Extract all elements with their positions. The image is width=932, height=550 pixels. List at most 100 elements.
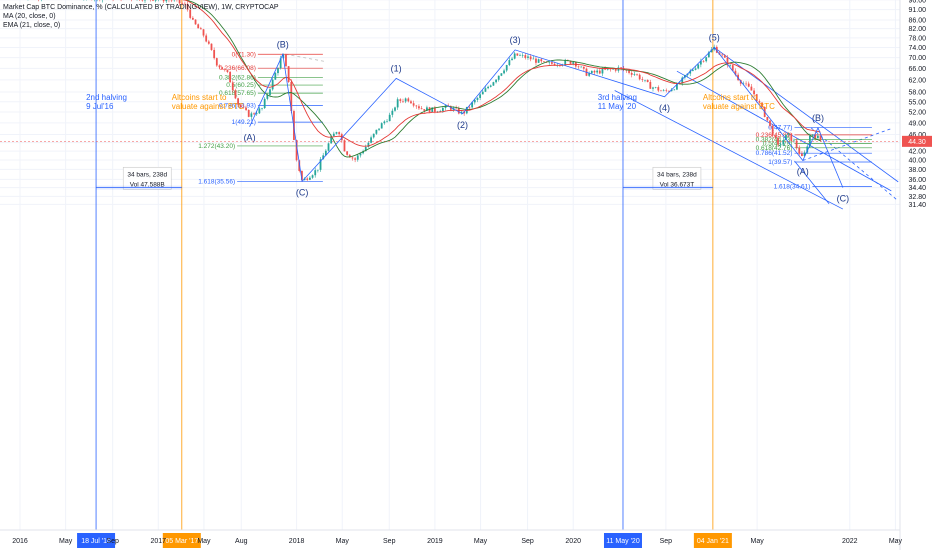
candle-body — [178, 0, 181, 4]
fib-label: 0.786(53.93) — [219, 102, 256, 109]
candle-body — [441, 107, 444, 112]
price-axis[interactable]: 104.0096.0091.0086.0082.0078.0074.0070.0… — [905, 0, 927, 209]
y-tick-label: 32.80 — [908, 194, 926, 201]
candle-body — [747, 83, 750, 87]
candle-body — [777, 137, 779, 145]
x-tick-label: May — [751, 538, 765, 545]
candle-body — [258, 108, 261, 114]
candle-body — [402, 100, 404, 102]
candle-body — [237, 98, 239, 105]
annotation-text: 11 May '20 — [598, 102, 637, 111]
candle-body — [399, 99, 402, 101]
candle-body — [609, 68, 612, 70]
legend-title[interactable]: Market Cap BTC Dominance, % (CALCULATED … — [3, 4, 279, 11]
candle-body — [213, 49, 216, 59]
candle-body — [508, 60, 511, 66]
x-tick-label: May — [59, 538, 73, 545]
candle-body — [638, 74, 641, 80]
wave-label: (4) — [659, 103, 670, 113]
trend-line — [794, 160, 830, 205]
y-tick-label: 58.00 — [908, 90, 926, 97]
candle-body — [189, 9, 192, 18]
candle-body — [311, 175, 314, 178]
y-tick-label: 31.40 — [908, 202, 926, 209]
trend-line — [802, 128, 892, 161]
candle-body — [681, 77, 684, 84]
candle-body — [183, 3, 186, 5]
legend-ma[interactable]: MA (20, close, 0) — [3, 13, 56, 20]
wave-label: (B) — [277, 39, 289, 49]
candle-body — [207, 41, 210, 44]
candle-body — [564, 60, 567, 65]
candle-body — [479, 94, 482, 98]
candle-body — [723, 55, 726, 58]
candle-body — [391, 110, 394, 115]
wave-label: (B) — [812, 113, 824, 123]
candle-body — [668, 90, 670, 92]
candle-body — [407, 98, 410, 102]
candle-body — [755, 94, 758, 102]
date-tag — [603, 533, 642, 548]
wave-label: (C) — [837, 194, 850, 204]
fib-label: 0.382(44.73) — [756, 137, 793, 144]
candle-body — [473, 99, 476, 103]
candle-body — [327, 143, 330, 151]
x-tick-label: Aug — [235, 538, 248, 545]
candle-body — [255, 113, 258, 115]
wave-abc-left — [249, 52, 303, 182]
grid — [0, 0, 900, 530]
candle-body — [553, 63, 556, 66]
candle-body — [154, 0, 157, 1]
candle-body — [314, 170, 317, 176]
trend-line — [676, 70, 892, 192]
candle-body — [460, 111, 463, 114]
candle-body — [771, 125, 774, 136]
candle-body — [537, 59, 540, 63]
candle-body — [524, 55, 527, 58]
candle-body — [710, 49, 713, 53]
measure-text: Vol 47.588B — [130, 181, 165, 188]
candle-body — [593, 70, 596, 73]
date-tag-label: 05 Mar '17 — [165, 538, 198, 545]
candle-body — [492, 82, 495, 86]
candle-body — [790, 133, 793, 141]
candle-body — [673, 89, 676, 91]
candle-body — [787, 133, 790, 135]
candle-body — [620, 67, 622, 69]
legend-ema[interactable]: EMA (21, close, 0) — [3, 22, 61, 29]
y-tick-label: 62.00 — [908, 77, 926, 84]
candle-body — [753, 90, 755, 95]
candle-body — [343, 140, 346, 152]
candle-body — [750, 86, 753, 91]
fib-label: 1.618(35.56) — [198, 179, 235, 186]
candle-body — [532, 58, 535, 60]
candle-body — [782, 140, 785, 145]
y-tick-label: 49.00 — [908, 120, 926, 127]
candle-body — [223, 69, 226, 71]
candle-body — [394, 107, 396, 111]
candle-body — [529, 56, 532, 60]
candle-body — [231, 82, 234, 91]
annotation-text: valuate against BTC — [703, 102, 775, 111]
candle-body — [351, 157, 354, 159]
candle-body — [356, 155, 359, 160]
candle-body — [386, 121, 388, 122]
candle-body — [513, 53, 516, 59]
time-axis[interactable]: 2016 May Sep 2017 May Aug 2018 May Sep 2019 May Sep… — [12, 538, 902, 545]
candle-body — [497, 75, 500, 80]
candle-body — [455, 107, 458, 109]
candle-body — [505, 65, 508, 71]
svg-text:44.30: 44.30 — [908, 139, 926, 146]
candle-body — [410, 101, 412, 104]
candle-body — [649, 82, 652, 89]
candle-body — [814, 134, 817, 139]
candle-body — [335, 132, 338, 134]
y-tick-label: 40.00 — [908, 158, 926, 165]
candle-body — [210, 43, 213, 50]
candle-body — [202, 29, 205, 36]
candle-body — [580, 66, 583, 68]
trend-channels — [285, 47, 899, 210]
y-tick-label: 96.00 — [908, 0, 926, 4]
